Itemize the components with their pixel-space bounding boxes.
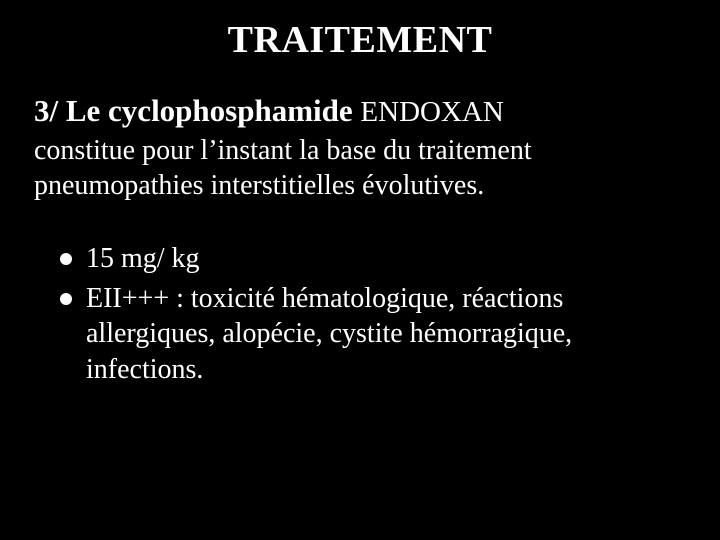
subtitle-drug: ENDOXAN bbox=[360, 96, 503, 128]
bullet-icon bbox=[60, 253, 72, 265]
bullet-list: 15 mg/ kg EII+++ : toxicité hématologiqu… bbox=[34, 241, 686, 388]
slide-body-text: constitue pour l’instant la base du trai… bbox=[34, 133, 686, 203]
list-item: EII+++ : toxicité hématologique, réactio… bbox=[60, 281, 686, 388]
subtitle-lead: 3/ Le cyclophosphamide bbox=[34, 93, 360, 128]
bullet-text: EII+++ : toxicité hématologique, réactio… bbox=[86, 283, 572, 386]
bullet-icon bbox=[60, 293, 72, 305]
list-item: 15 mg/ kg bbox=[60, 241, 686, 277]
bullet-text: 15 mg/ kg bbox=[86, 243, 200, 274]
slide-title: TRAITEMENT bbox=[34, 18, 686, 62]
slide-subtitle: 3/ Le cyclophosphamide ENDOXAN bbox=[34, 92, 686, 131]
